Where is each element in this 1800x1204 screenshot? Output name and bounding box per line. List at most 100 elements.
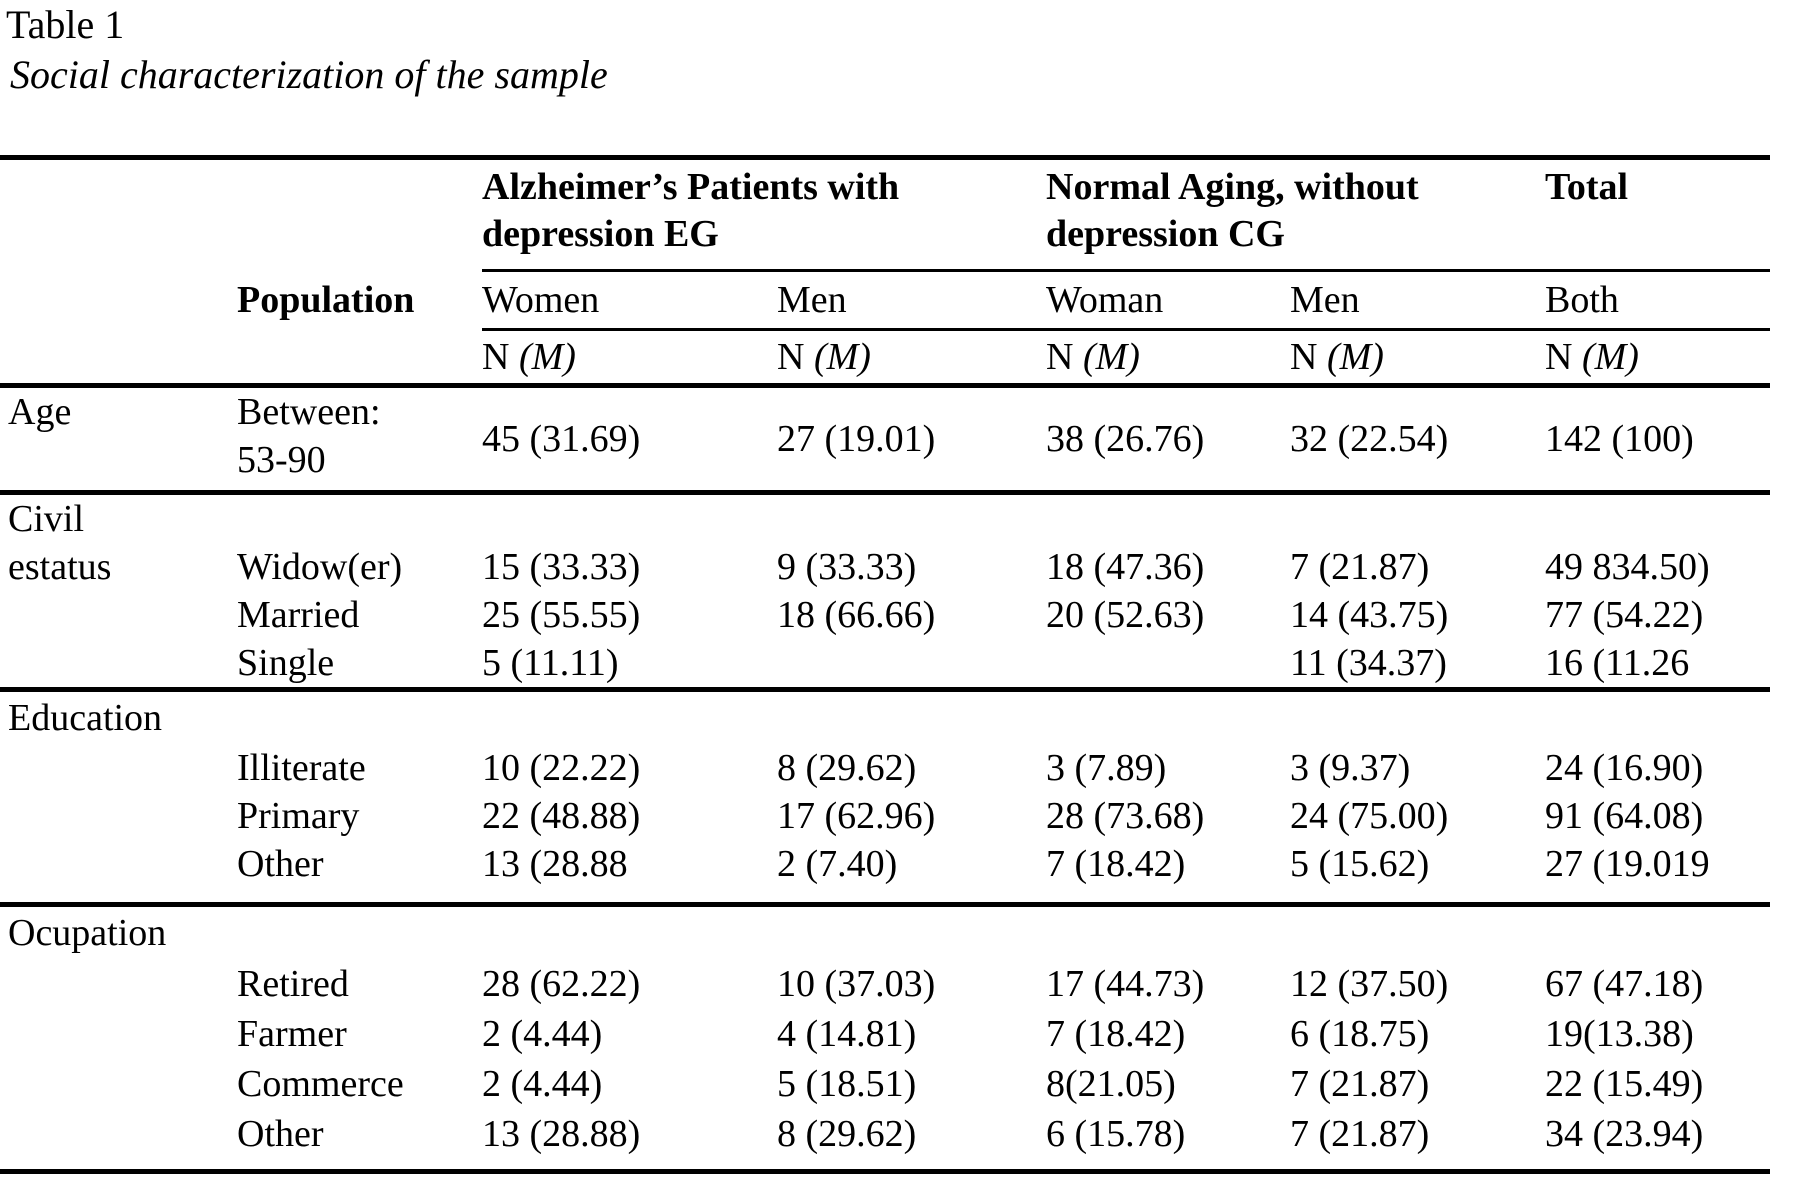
- cell-empty: [237, 687, 482, 744]
- cell-married-eg-men: 18 (66.66): [777, 594, 936, 636]
- cell-empty: [237, 158, 482, 271]
- n-label: N: [1545, 336, 1573, 378]
- cell-empty: [0, 792, 237, 840]
- cell-farmer-total: 19(13.38): [1545, 1013, 1694, 1055]
- n-label: N: [1046, 336, 1074, 378]
- cell-empty: [237, 329, 482, 388]
- civil-label-row: Civil estatus: [0, 490, 1771, 690]
- row-label-widower: Widow(er): [237, 546, 403, 588]
- table-row-primary: Primary 22 (48.88) 17 (62.96) 28 (73.68)…: [0, 792, 1770, 840]
- row-label-education-other: Other: [237, 843, 324, 885]
- cell-retired-cg-woman: 17 (44.73): [1046, 963, 1205, 1005]
- cell-empty: [777, 490, 1047, 543]
- m-label: (M): [813, 336, 871, 378]
- section-label-education: Education: [0, 687, 237, 744]
- cell-eduother-eg-women: 13 (28.88: [482, 843, 628, 885]
- cell-empty: [0, 959, 237, 1009]
- group-header-eg: Alzheimer’s Patients with depression EG: [482, 157, 1047, 272]
- table-row-widower: Widow(er) 15 (33.33) 9 (33.33) 18 (47.36…: [0, 543, 1770, 591]
- cell-empty: [482, 687, 777, 744]
- cell-retired-eg-women: 28 (62.22): [482, 963, 641, 1005]
- cell-farmer-eg-women: 2 (4.44): [482, 1013, 603, 1055]
- group-header-cg: Normal Aging, without depression CG: [1046, 157, 1546, 272]
- m-label: (M): [1581, 336, 1639, 378]
- row-label-single: Single: [237, 642, 335, 684]
- cell-empty: [237, 902, 482, 959]
- nm-header-cg-men: N (M): [1290, 329, 1546, 388]
- row-label-between: Between: 53-90: [237, 386, 482, 493]
- cell-empty: [0, 1059, 237, 1109]
- cell-empty: [1545, 687, 1771, 744]
- cell-commerce-cg-men: 7 (21.87): [1290, 1063, 1430, 1105]
- cell-widower-eg-women: 15 (33.33): [482, 546, 641, 588]
- cell-occother-total: 34 (23.94): [1545, 1109, 1771, 1174]
- cell-primary-cg-men: 24 (75.00): [1290, 795, 1449, 837]
- table-row-retired: Retired 28 (62.22) 10 (37.03) 17 (44.73)…: [0, 959, 1770, 1009]
- cell-single-eg-women: 5 (11.11): [482, 642, 619, 684]
- cell-age-eg-women: 45 (31.69): [482, 418, 641, 460]
- population-header: Population: [237, 279, 415, 321]
- n-label: N: [482, 336, 510, 378]
- nm-header-total: N (M): [1545, 329, 1771, 388]
- header-row-subgroups: Population Women Men Woman Men Both: [0, 270, 1771, 331]
- cell-illiterate-cg-woman: 3 (7.89): [1046, 747, 1167, 789]
- table-row-commerce: Commerce 2 (4.44) 5 (18.51) 8(21.05) 7 (…: [0, 1059, 1770, 1109]
- group-header-total: Total: [1545, 157, 1771, 272]
- m-label: (M): [1082, 336, 1140, 378]
- subheader-total-both: Both: [1545, 270, 1771, 331]
- table-row-illiterate: Illiterate 10 (22.22) 8 (29.62) 3 (7.89)…: [0, 744, 1770, 792]
- cell-illiterate-eg-men: 8 (29.62): [777, 747, 917, 789]
- cell-empty: [0, 329, 237, 388]
- cell-farmer-eg-men: 4 (14.81): [777, 1013, 917, 1055]
- row-label-retired: Retired: [237, 963, 349, 1005]
- cell-occother-eg-women: 13 (28.88): [482, 1109, 777, 1174]
- cell-commerce-total: 22 (15.49): [1545, 1063, 1704, 1105]
- cell-empty: [1545, 902, 1771, 959]
- cell-illiterate-cg-men: 3 (9.37): [1290, 747, 1411, 789]
- cell-empty: [237, 490, 482, 543]
- cell-commerce-cg-woman: 8(21.05): [1046, 1063, 1176, 1105]
- table-number: Table 1: [6, 2, 125, 47]
- row-label-commerce: Commerce: [237, 1063, 404, 1105]
- cell-widower-eg-men: 9 (33.33): [777, 546, 917, 588]
- cell-retired-total: 67 (47.18): [1545, 963, 1704, 1005]
- cell-eduother-eg-men: 2 (7.40): [777, 843, 898, 885]
- nm-header-eg-women: N (M): [482, 329, 777, 388]
- table-row-married: Married 25 (55.55) 18 (66.66) 20 (52.63)…: [0, 591, 1770, 639]
- cell-single-eg-men: [777, 639, 1046, 690]
- cell-empty: [1290, 490, 1546, 543]
- section-label-civil-estatus: Civil estatus: [0, 490, 237, 690]
- subheader-eg-men: Men: [777, 270, 1047, 331]
- cell-empty: [0, 271, 237, 330]
- cell-age-total: 142 (100): [1545, 418, 1694, 460]
- m-label: (M): [518, 336, 576, 378]
- social-characterization-table: Alzheimer’s Patients with depression EG …: [0, 155, 1771, 1174]
- section-label-occupation: Ocupation: [0, 902, 237, 959]
- table-row-education-other: Other 13 (28.88 2 (7.40) 7 (18.42) 5 (15…: [0, 840, 1770, 905]
- cell-empty: [777, 687, 1047, 744]
- cell-married-total: 77 (54.22): [1545, 594, 1704, 636]
- nm-header-cg-woman: N (M): [1046, 329, 1291, 388]
- cell-empty: [482, 490, 777, 543]
- subheader-cg-men: Men: [1290, 270, 1546, 331]
- subheader-cg-woman: Woman: [1046, 270, 1291, 331]
- age-row: Age Between: 53-90 45 (31.69) 27 (19.01) …: [0, 386, 1770, 493]
- cell-eduother-cg-woman: 7 (18.42): [1046, 843, 1186, 885]
- cell-empty: [1290, 687, 1546, 744]
- cell-age-cg-woman: 38 (26.76): [1046, 418, 1205, 460]
- cell-married-cg-men: 14 (43.75): [1290, 594, 1449, 636]
- cell-married-eg-women: 25 (55.55): [482, 594, 641, 636]
- cell-age-cg-men: 32 (22.54): [1290, 418, 1449, 460]
- row-label-primary: Primary: [237, 795, 360, 837]
- subheader-eg-women: Women: [482, 270, 777, 331]
- cell-occother-cg-men: 7 (21.87): [1290, 1109, 1546, 1174]
- m-label: (M): [1326, 336, 1384, 378]
- cell-single-total: 16 (11.26: [1545, 642, 1690, 684]
- row-label-married: Married: [237, 594, 360, 636]
- cell-farmer-cg-men: 6 (18.75): [1290, 1013, 1430, 1055]
- table-row-occupation-other: Other 13 (28.88) 8 (29.62) 6 (15.78) 7 (…: [0, 1109, 1771, 1174]
- cell-empty: [1545, 490, 1771, 543]
- cell-age-eg-men: 27 (19.01): [777, 418, 936, 460]
- header-row-measure: N (M) N (M) N (M) N (M) N (M): [0, 329, 1771, 388]
- cell-empty: [0, 1109, 237, 1174]
